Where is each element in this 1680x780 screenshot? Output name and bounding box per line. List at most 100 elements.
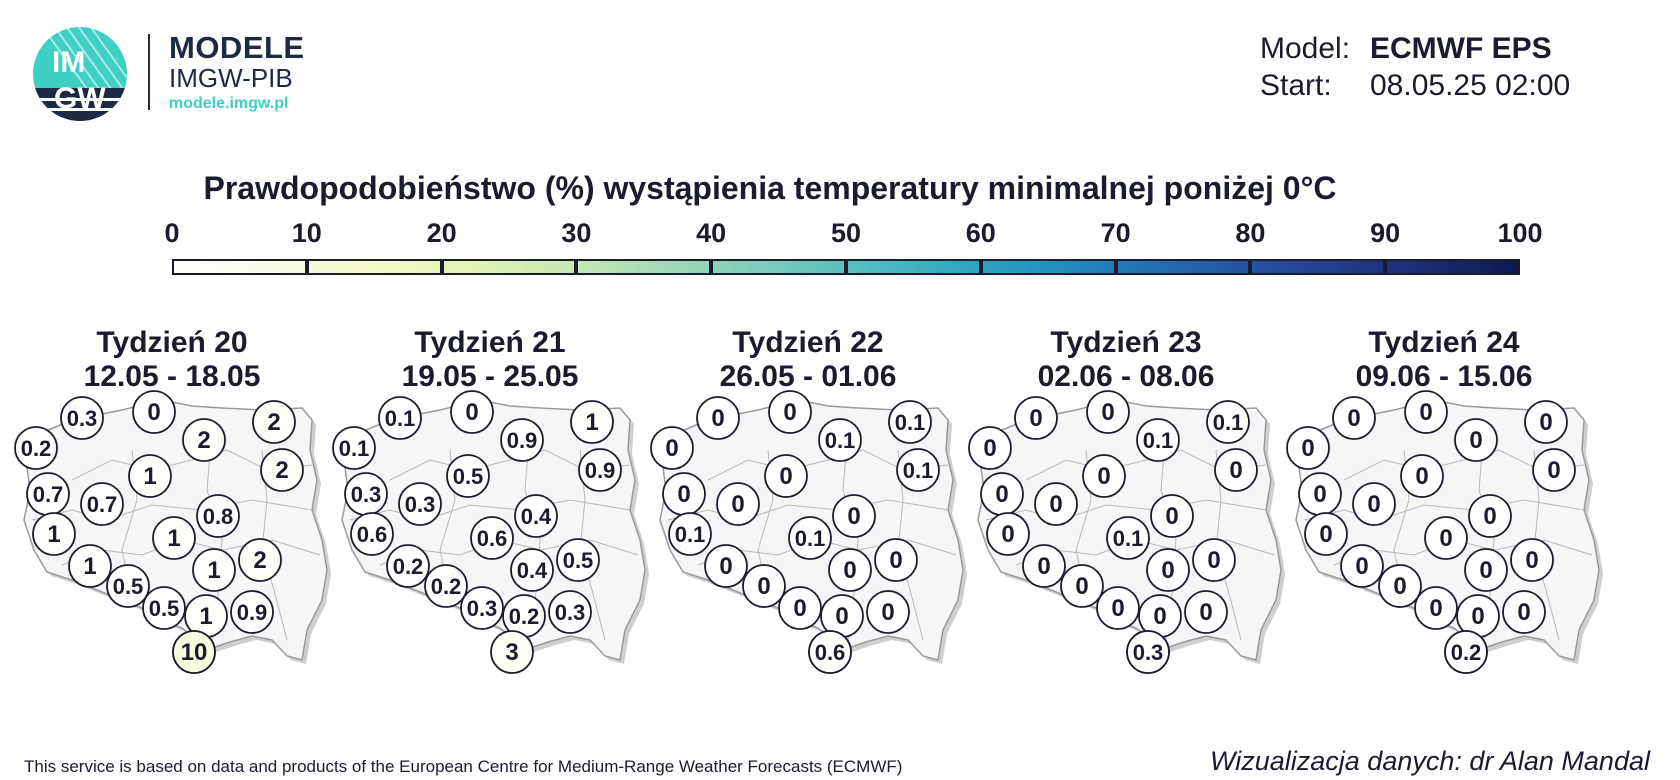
probability-circle xyxy=(828,548,872,592)
probability-value: 0.1 xyxy=(825,428,856,453)
region-bubble: 0 xyxy=(704,544,748,588)
probability-circle xyxy=(1510,538,1554,582)
probability-value: 0.2 xyxy=(21,436,52,461)
probability-circle xyxy=(80,482,124,526)
week-panel: Tydzień 24 09.06 - 15.06 0 0 0 0 0 0 0 0 0 0 0 0 0 0 0 0 0… xyxy=(1284,326,1604,716)
probability-value: 0 xyxy=(465,399,478,426)
colorbar-tick-mark xyxy=(439,259,444,275)
probability-circle xyxy=(1022,544,1066,588)
colorbar-tick-label: 70 xyxy=(1100,218,1131,248)
probability-value: 0 xyxy=(1207,547,1220,574)
probability-circle xyxy=(424,564,468,608)
probability-value: 0.9 xyxy=(585,458,616,483)
probability-value: 0.7 xyxy=(33,482,64,507)
region-border xyxy=(349,499,631,521)
probability-value: 0 xyxy=(847,503,860,530)
region-bubble: 0 xyxy=(1034,482,1078,526)
region-bubble: 0.7 xyxy=(26,472,70,516)
region-bubble: 1 xyxy=(570,400,614,444)
probability-circle xyxy=(152,516,196,560)
probability-value: 0 xyxy=(1301,435,1314,462)
probability-circle xyxy=(1146,548,1190,592)
logo-mark-bottom: GW xyxy=(54,82,106,115)
region-bubble: 0.4 xyxy=(514,494,558,538)
probability-circle xyxy=(500,418,544,462)
probability-circle xyxy=(1532,448,1576,492)
probability-value: 0.6 xyxy=(477,526,508,551)
probability-circle xyxy=(1082,454,1126,498)
probability-value: 1 xyxy=(47,521,60,548)
region-bubble: 0.2 xyxy=(424,564,468,608)
region-bubble: 0.1 xyxy=(1106,516,1150,560)
probability-value: 0.3 xyxy=(67,406,98,431)
probability-value: 0 xyxy=(1367,491,1380,518)
region-bubble: 0.6 xyxy=(470,516,514,560)
probability-circle xyxy=(60,396,104,440)
region-bubble: 3 xyxy=(490,630,534,674)
probability-circle xyxy=(1214,448,1258,492)
colorbar-tick-label: 100 xyxy=(1497,218,1543,248)
probability-value: 0 xyxy=(1393,573,1406,600)
colorbar-tick-mark xyxy=(304,259,309,275)
brand-title: MODELE xyxy=(169,30,305,65)
probability-circle xyxy=(1424,516,1468,560)
probability-circle xyxy=(696,396,740,440)
probability-value: 0 xyxy=(1229,457,1242,484)
region-bubble: 0 xyxy=(1060,564,1104,608)
region-bubble: 0.4 xyxy=(510,548,554,592)
probability-value: 0 xyxy=(783,399,796,426)
region-bubble: 0 xyxy=(764,454,808,498)
logo-divider xyxy=(148,34,150,110)
probability-circle xyxy=(1332,396,1376,440)
probability-circle xyxy=(1126,630,1170,674)
region-bubble: 1 xyxy=(128,454,172,498)
model-value: ECMWF EPS xyxy=(1370,32,1552,65)
probability-value: 0 xyxy=(889,547,902,574)
colorbar-tick-mark xyxy=(709,259,714,275)
probability-value: 0 xyxy=(1097,463,1110,490)
probability-value: 0.3 xyxy=(467,596,498,621)
region-bubble: 0 xyxy=(1298,472,1342,516)
probability-circle xyxy=(332,426,376,470)
region-bubble: 1 xyxy=(32,512,76,556)
week-label: Tydzień 23 xyxy=(1050,326,1202,359)
colorbar-tick-label: 10 xyxy=(291,218,322,248)
probability-value: 2 xyxy=(267,409,280,436)
region-bubble: 0 xyxy=(1022,544,1066,588)
probability-circle xyxy=(1184,590,1228,634)
brand-url[interactable]: modele.imgw.pl xyxy=(169,95,289,112)
probability-circle xyxy=(1352,482,1396,526)
probability-value: 1 xyxy=(83,553,96,580)
start-label: Start: xyxy=(1260,69,1332,102)
region-bubble: 0.2 xyxy=(386,544,430,588)
probability-value: 0 xyxy=(1037,553,1050,580)
region-bubble: 0 xyxy=(650,426,694,470)
colorbar-tick-label: 60 xyxy=(965,218,996,248)
probability-value: 0.1 xyxy=(1113,526,1144,551)
region-bubble: 0.1 xyxy=(332,426,376,470)
probability-value: 0 xyxy=(1471,603,1484,630)
region-bubble: 0 xyxy=(1378,564,1422,608)
probability-value: 0.1 xyxy=(339,436,370,461)
region-bubble: 0.1 xyxy=(788,516,832,560)
map-title: Prawdopodobieństwo (%) wystąpienia tempe… xyxy=(203,170,1337,206)
probability-circle xyxy=(668,512,712,556)
probability-value: 0 xyxy=(731,491,744,518)
probability-value: 0.4 xyxy=(517,558,548,583)
probability-value: 0.3 xyxy=(351,482,382,507)
probability-circle xyxy=(252,400,296,444)
week-panel: Tydzień 21 19.05 - 25.05 0.1 0 0.9 1 0.1 0.5 0.9… xyxy=(330,326,650,716)
week-panel: Tydzień 20 12.05 - 18.05 0.3 0 2 2 0.2 1 2 0.7 0.7… xyxy=(12,326,332,716)
week-dates: 19.05 - 25.05 xyxy=(401,360,579,393)
region-bubble: 0 xyxy=(828,548,872,592)
probability-circle xyxy=(450,390,494,434)
region-bubble: 0.5 xyxy=(142,586,186,630)
week-label: Tydzień 24 xyxy=(1368,326,1520,359)
probability-circle xyxy=(172,630,216,674)
probability-value: 0.6 xyxy=(357,522,388,547)
probability-circle xyxy=(1286,426,1330,470)
region-bubble: 0 xyxy=(820,594,864,638)
probability-value: 0 xyxy=(1161,557,1174,584)
probability-circle xyxy=(578,448,622,492)
region-bubble: 0 xyxy=(450,390,494,434)
